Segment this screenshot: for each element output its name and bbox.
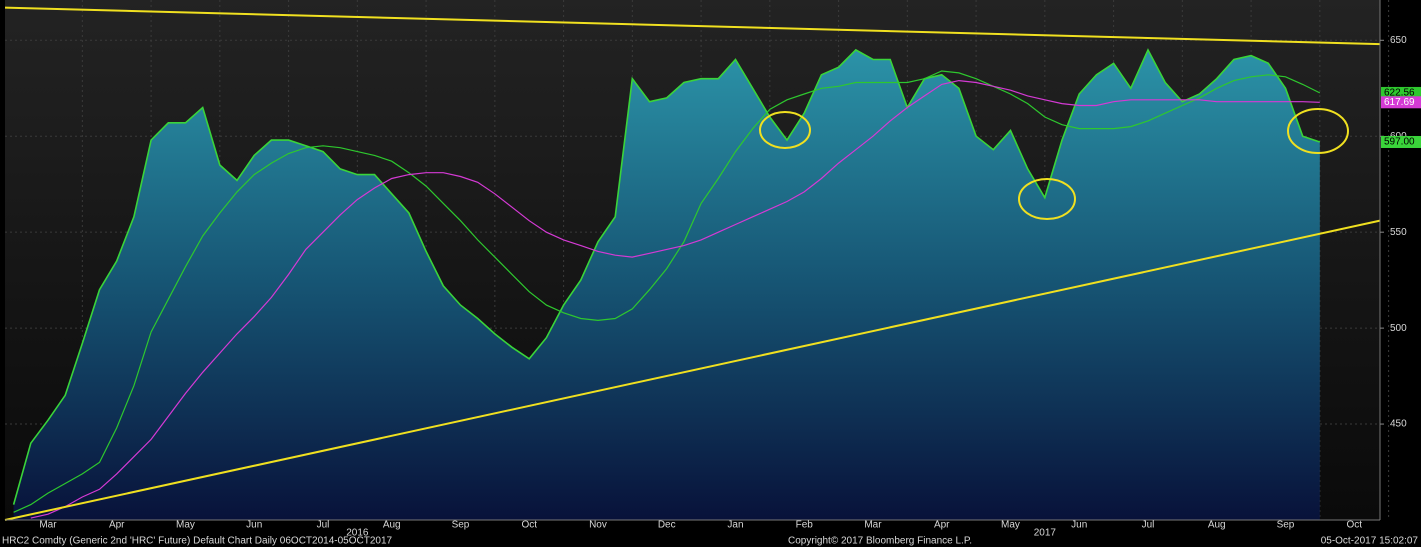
x-tick-label: Jul [1142,520,1155,531]
value-label: 597.00 [1384,137,1415,148]
x-tick-label: Apr [934,520,950,531]
marks [4,6,1381,521]
year-label: 2017 [1034,528,1057,539]
y-tick-label: 450 [1390,419,1407,430]
x-tick-label: Oct [1346,520,1362,531]
x-tick-label: Feb [796,520,814,531]
highlights [759,108,1349,220]
value-label: 622.56 [1384,88,1415,99]
highlight-circle [1287,108,1349,154]
value-label: 617.69 [1384,97,1415,108]
x-tick-label: Dec [658,520,676,531]
x-tick-label: Mar [39,520,57,531]
trendline [4,219,1381,521]
x-tick-label: Aug [1208,520,1226,531]
highlight-circle [759,111,811,149]
y-tick-label: 550 [1390,227,1407,238]
x-tick-label: Jun [1071,520,1087,531]
footer-right: 05-Oct-2017 15:02:07 [1321,536,1419,547]
x-tick-label: Nov [589,520,607,531]
trendline [4,6,1381,46]
x-tick-label: Jan [727,520,743,531]
series-line [12,48,1321,505]
x-tick-label: Oct [521,520,537,531]
highlight-circle [1018,178,1076,220]
footer-left: HRC2 Comdty (Generic 2nd 'HRC' Future) D… [2,536,393,547]
x-tick-label: Sep [1277,520,1295,531]
year-label: 2016 [346,528,369,539]
series-line [13,70,1321,513]
y-tick-label: 650 [1390,35,1407,46]
x-tick-label: May [176,520,195,531]
x-tick-label: Mar [864,520,882,531]
footer-center: Copyright© 2017 Bloomberg Finance L.P. [788,536,972,547]
area [13,49,1320,521]
y-tick-label: 500 [1390,323,1407,334]
value-label-box [1381,96,1421,109]
x-tick-label: May [1001,520,1020,531]
x-tick-label: Aug [383,520,401,531]
x-tick-label: Jun [246,520,262,531]
value-label-box [1381,86,1421,99]
x-tick-label: Sep [452,520,470,531]
x-tick-label: Apr [109,520,125,531]
series-line [30,79,1320,519]
x-tick-label: Jul [317,520,330,531]
value-label-box [1381,135,1421,148]
